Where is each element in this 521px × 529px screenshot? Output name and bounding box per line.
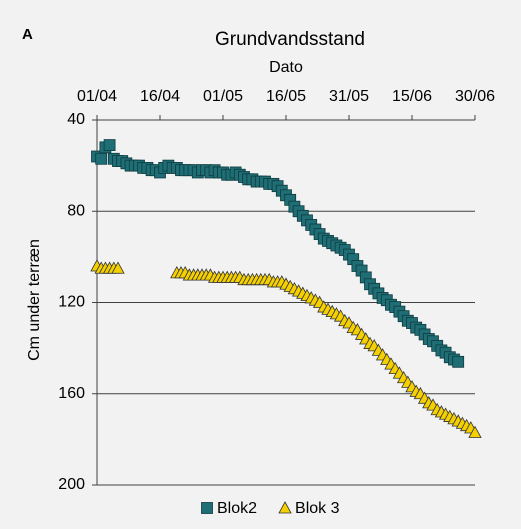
x-tick-label: 30/06 xyxy=(455,88,495,105)
triangle-marker xyxy=(468,425,482,438)
y-tick-label: 160 xyxy=(58,385,85,402)
y-tick-label: 40 xyxy=(67,111,85,128)
x-tick-label: 15/06 xyxy=(392,88,432,105)
chart-title: Grundvandsstand xyxy=(215,29,365,50)
panel-label: A xyxy=(22,26,33,43)
x-tick-label: 16/04 xyxy=(140,88,180,105)
legend-label: Blok2 xyxy=(217,500,257,517)
y-tick-label: 120 xyxy=(58,294,85,311)
x-tick-label: 01/05 xyxy=(203,88,243,105)
x-axis-label: Dato xyxy=(269,59,303,76)
square-marker xyxy=(95,152,108,165)
square-marker xyxy=(103,139,116,151)
triangle-marker xyxy=(111,261,125,274)
square-marker xyxy=(201,502,213,514)
y-axis-label: Cm under terræn xyxy=(26,239,43,361)
square-marker xyxy=(452,355,465,368)
y-tick-label: 80 xyxy=(67,202,85,219)
x-tick-label: 31/05 xyxy=(329,88,369,105)
triangle-marker xyxy=(278,501,292,514)
y-tick-label: 200 xyxy=(58,476,85,493)
x-tick-label: 16/05 xyxy=(266,88,306,105)
x-tick-label: 01/04 xyxy=(77,88,117,105)
legend-label: Blok 3 xyxy=(295,500,340,517)
